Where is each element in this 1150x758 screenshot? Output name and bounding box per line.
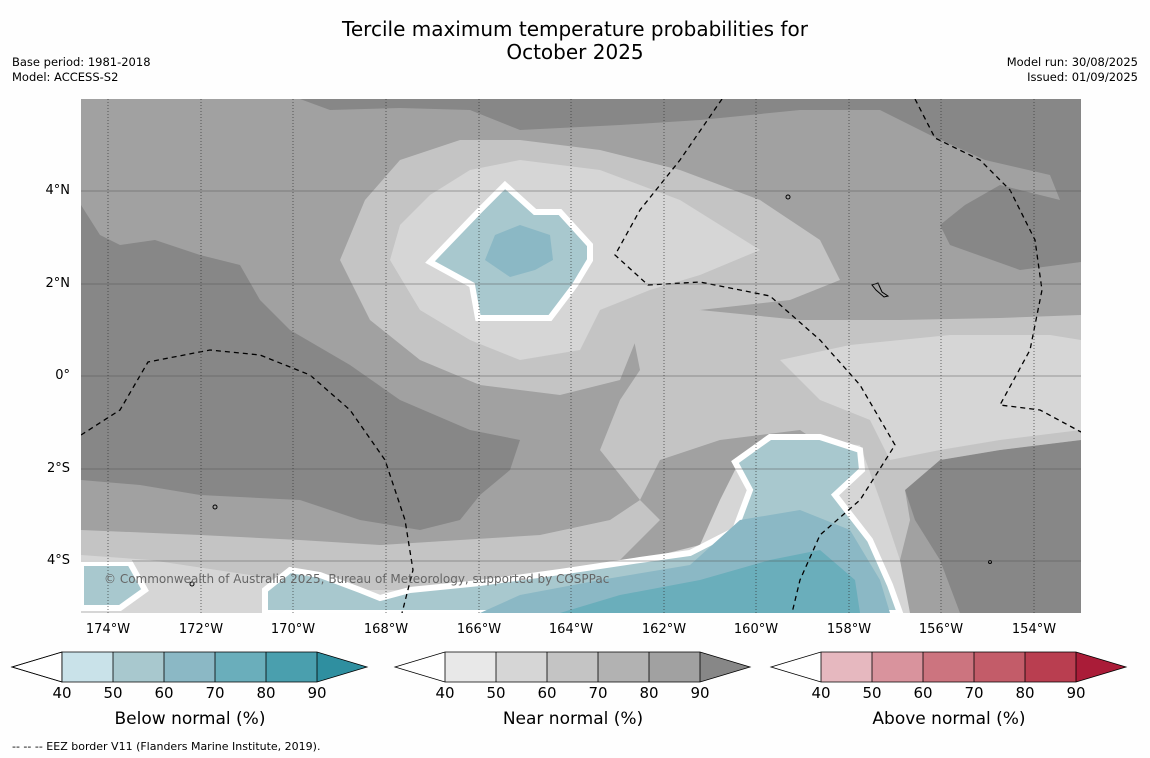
model-run: Model run: 30/08/2025 <box>1006 55 1138 69</box>
lat-tick-4s: 4°S <box>46 553 70 568</box>
lon-tick-166w: 166°W <box>456 622 502 637</box>
teal-deep-south <box>560 550 860 613</box>
lon-tick-158w: 158°W <box>826 622 872 637</box>
dark-region-north <box>300 99 1081 270</box>
eez-footnote: -- -- -- EEZ border V11 (Flanders Marine… <box>12 740 321 753</box>
below-tick-90: 90 <box>307 684 327 702</box>
dark-region-southeast <box>905 440 1081 613</box>
colorbar-below <box>10 651 369 683</box>
lon-tick-156w: 156°W <box>918 622 964 637</box>
lon-tick-172w: 172°W <box>178 622 224 637</box>
above-tick-50: 50 <box>862 684 882 702</box>
colorbar-above <box>769 651 1128 683</box>
above-tick-60: 60 <box>913 684 933 702</box>
lat-tick-2n: 2°N <box>45 276 71 291</box>
lat-tick-0: 0° <box>55 368 70 383</box>
lat-tick-4n: 4°N <box>45 183 71 198</box>
colorbar-near <box>393 651 752 683</box>
title-line-1: Tercile maximum temperature probabilitie… <box>342 17 808 41</box>
above-tick-70: 70 <box>964 684 984 702</box>
graticule <box>81 190 1081 562</box>
lon-tick-162w: 162°W <box>641 622 687 637</box>
base-info: Base period: 1981-2018 Model: ACCESS-S2 <box>12 55 151 85</box>
run-info: Model run: 30/08/2025 Issued: 01/09/2025 <box>1007 55 1138 85</box>
below-tick-40: 40 <box>52 684 72 702</box>
below-tick-60: 60 <box>154 684 174 702</box>
near-normal-title: Near normal (%) <box>502 709 644 729</box>
island-1 <box>871 282 890 298</box>
eez-border-east <box>914 99 1081 433</box>
issued-date: Issued: 01/09/2025 <box>1027 70 1138 84</box>
dark-region-west <box>81 205 520 530</box>
lon-tick-164w: 164°W <box>548 622 594 637</box>
below-tick-80: 80 <box>256 684 276 702</box>
island-2 <box>785 194 791 200</box>
teal-core-north <box>485 225 553 277</box>
eez-border-central <box>614 99 896 613</box>
below-tick-70: 70 <box>205 684 225 702</box>
island-4 <box>189 581 195 587</box>
near-tick-60: 60 <box>537 684 557 702</box>
lat-tick-2s: 2°S <box>46 461 70 476</box>
below-normal-title: Below normal (%) <box>114 709 266 729</box>
lon-tick-174w: 174°W <box>85 622 131 637</box>
above-tick-90: 90 <box>1066 684 1086 702</box>
island-5 <box>988 560 992 564</box>
map-field <box>81 99 1081 613</box>
lon-tick-160w: 160°W <box>733 622 779 637</box>
above-normal-title: Above normal (%) <box>872 709 1026 729</box>
lon-tick-168w: 168°W <box>363 622 409 637</box>
near-tick-50: 50 <box>486 684 506 702</box>
near-tick-90: 90 <box>690 684 710 702</box>
below-tick-50: 50 <box>103 684 123 702</box>
near-tick-40: 40 <box>435 684 455 702</box>
title-line-2: October 2025 <box>506 40 644 64</box>
above-tick-40: 40 <box>811 684 831 702</box>
copyright-text: © Commonwealth of Australia 2025, Bureau… <box>104 572 610 586</box>
teal-region-south <box>81 560 149 611</box>
map-title: Tercile maximum temperature probabilitie… <box>0 18 1150 64</box>
base-period: Base period: 1981-2018 <box>12 55 151 69</box>
island-3 <box>212 504 218 510</box>
near-tick-70: 70 <box>588 684 608 702</box>
lon-tick-170w: 170°W <box>270 622 316 637</box>
lon-tick-154w: 154°W <box>1011 622 1057 637</box>
above-tick-80: 80 <box>1015 684 1035 702</box>
model-name: Model: ACCESS-S2 <box>12 70 119 84</box>
eez-border-west <box>81 349 414 613</box>
light-region-east <box>780 335 1081 460</box>
near-tick-80: 80 <box>639 684 659 702</box>
